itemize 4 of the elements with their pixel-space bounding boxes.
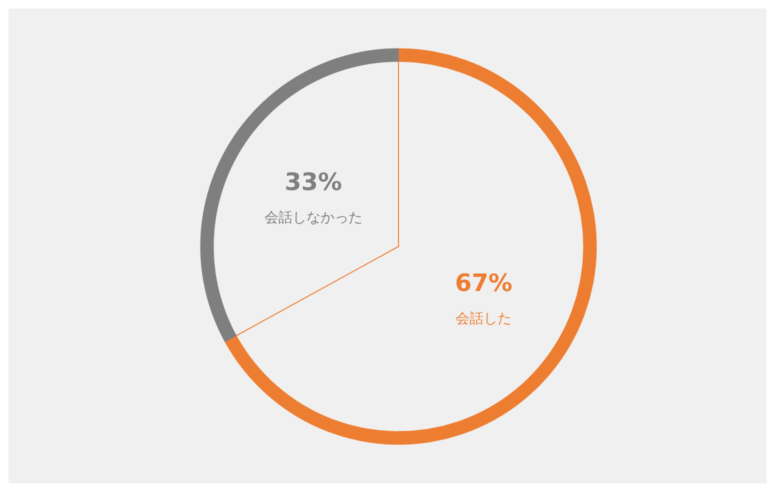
data-label: 33% [284, 168, 342, 196]
data-label: 67% [454, 268, 512, 297]
slice-label: 会話した [456, 310, 512, 327]
slice-label: 会話しなかった [264, 210, 362, 226]
